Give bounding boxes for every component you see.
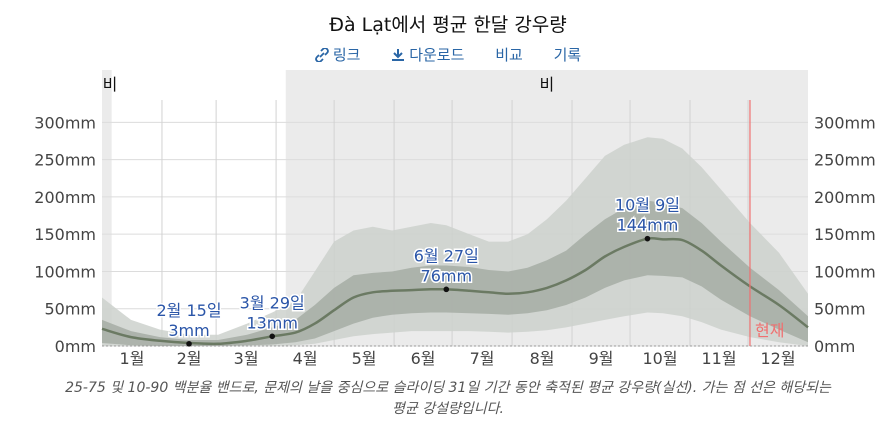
annotation-dot: [186, 340, 192, 347]
month-label: 6월: [411, 349, 436, 368]
y-tick-label-right: 250mm: [814, 151, 876, 170]
chart-title: Đà Lạt에서 평균 한달 강우량: [329, 14, 567, 36]
y-tick-label-right: 150mm: [814, 225, 876, 244]
annotation-date: 6월 27일: [414, 246, 479, 265]
month-label: 5월: [352, 349, 377, 368]
y-tick-label-left: 0mm: [55, 337, 96, 356]
y-tick-label-right: 50mm: [814, 300, 866, 319]
season-label: 비: [103, 75, 118, 94]
download-label: 다운로드: [409, 46, 465, 64]
download-icon: [392, 49, 405, 61]
month-label: 12월: [760, 349, 795, 368]
month-label: 3월: [234, 349, 259, 368]
month-label: 1월: [120, 349, 145, 368]
y-tick-label-left: 100mm: [34, 262, 96, 281]
y-tick-label-right: 0mm: [814, 337, 855, 356]
annotation-date: 10월 9일: [615, 196, 680, 215]
median-line: [101, 236, 809, 346]
month-label: 9월: [589, 349, 614, 368]
y-tick-label-left: 50mm: [44, 300, 96, 319]
link-label: 링크: [332, 46, 361, 64]
link-button[interactable]: 링크: [314, 46, 361, 64]
y-tick-label-right: 100mm: [814, 262, 876, 281]
annotation-date: 3월 29일: [240, 293, 305, 312]
y-tick-label-right: 300mm: [814, 113, 876, 132]
season-label: 비: [540, 75, 555, 94]
y-tick-label-left: 250mm: [34, 151, 96, 170]
history-button[interactable]: 기록: [554, 46, 582, 64]
band-10-90: [102, 137, 808, 346]
annotation-value: 144mm: [617, 216, 679, 235]
y-tick-label-left: 200mm: [34, 188, 96, 207]
y-tick-label-right: 200mm: [814, 188, 876, 207]
month-label: 4월: [293, 349, 318, 368]
y-tick-label-left: 300mm: [34, 113, 96, 132]
y-tick-label-left: 150mm: [34, 225, 96, 244]
link-icon: [314, 47, 329, 63]
month-label: 7월: [470, 349, 495, 368]
month-label: 8월: [530, 349, 555, 368]
compare-button[interactable]: 비교: [495, 46, 523, 64]
month-label: 11월: [701, 349, 736, 368]
annotation-value: 13mm: [246, 313, 298, 332]
annotation-dot: [443, 286, 450, 293]
download-button[interactable]: 다운로드: [391, 46, 464, 64]
header-links: 링크 다운로드 비교 기록: [0, 44, 896, 65]
annotation-dot: [269, 333, 276, 340]
month-label: 2월: [177, 349, 202, 368]
rainfall-chart: 비 비 0mm 0mm 50mm 50mm 100mm 100mm 150mm 150mm 200…: [34, 70, 876, 368]
compare-label: 비교: [495, 46, 523, 64]
now-label: 현재: [755, 321, 784, 340]
band-25-75: [102, 200, 808, 346]
annotation-value: 3mm: [168, 321, 209, 340]
history-label: 기록: [553, 46, 582, 64]
wet-season-shade: [102, 70, 112, 346]
month-label: 10월: [642, 349, 677, 368]
annotation-dot: [644, 235, 651, 242]
annotation-date: 2월 15일: [157, 301, 222, 320]
chart-caption: 25-75 및 10-90 백분율 밴드로, 문제의 날을 중심으로 슬라이딩 …: [65, 380, 831, 417]
annotation-value: 76mm: [421, 266, 473, 285]
